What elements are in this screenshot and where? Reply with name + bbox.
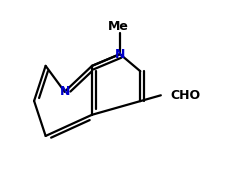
Text: N: N: [115, 48, 125, 61]
Text: N: N: [59, 85, 70, 98]
Text: CHO: CHO: [171, 89, 200, 102]
Text: Me: Me: [107, 20, 128, 33]
